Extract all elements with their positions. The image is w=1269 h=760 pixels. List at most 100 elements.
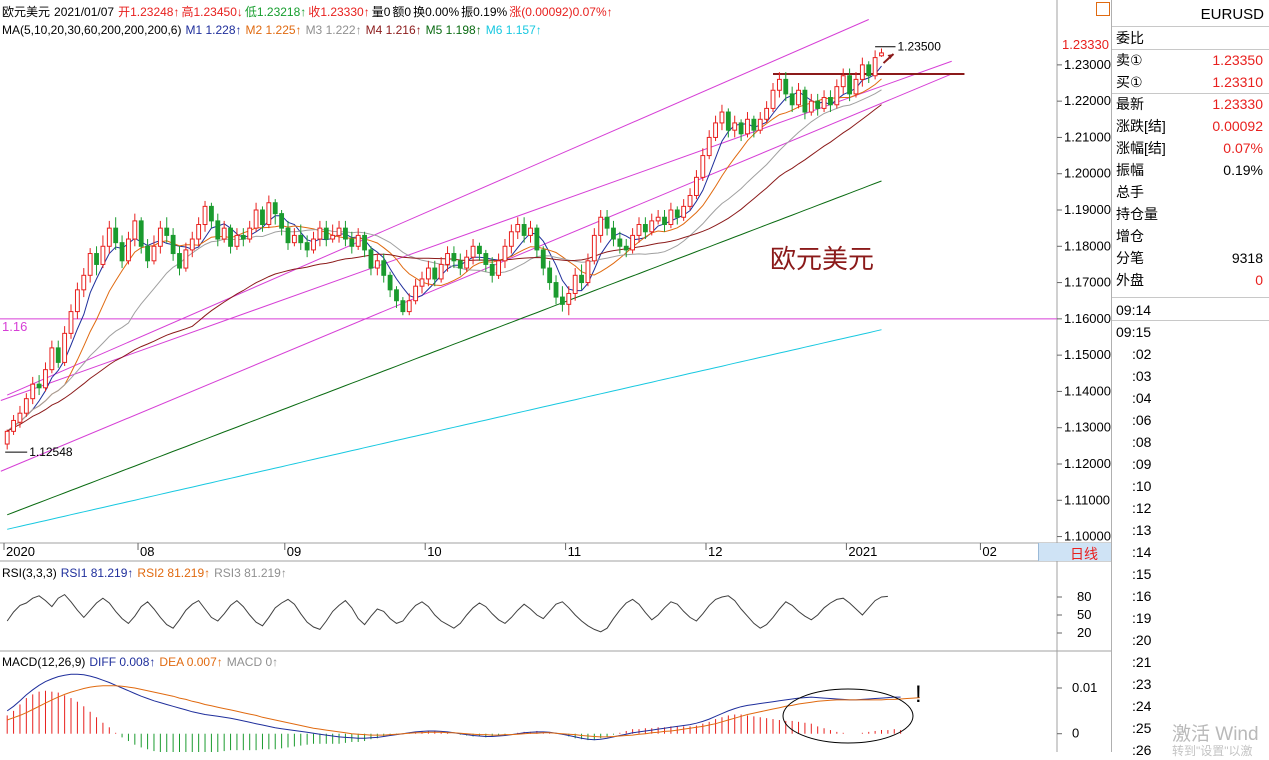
candle-body xyxy=(400,300,406,313)
candle-body xyxy=(349,238,355,247)
candle-body xyxy=(151,245,157,262)
sidebar-toggle-button[interactable] xyxy=(1096,2,1110,16)
tick-time: :08 xyxy=(1132,434,1152,450)
tick-time: :12 xyxy=(1132,500,1152,516)
ma-line-m6 xyxy=(7,329,882,530)
candle-body xyxy=(87,253,93,276)
candle-body xyxy=(279,213,285,229)
quote-item-value: 0 xyxy=(383,5,391,19)
rsi-legend: RSI(3,3,3) RSI1 81.219↑ RSI2 81.219↑ RSI3 8… xyxy=(2,565,295,581)
sidebar-row-label: 总手 xyxy=(1116,184,1144,200)
x-tick-label: 2020 xyxy=(6,544,35,559)
candle-body xyxy=(94,253,99,265)
quote-sidebar: EURUSD 委比 卖① 1.23350 买① 1.23310 最新 1.23330 涨跌[结… xyxy=(1096,0,1269,758)
legend-item: M3 1.222↑ xyxy=(305,23,362,37)
up-arrow-head xyxy=(887,53,894,59)
candle-body xyxy=(776,78,782,91)
candle-body xyxy=(604,216,610,229)
candle-body xyxy=(477,245,482,255)
watermark: 激活 Wind xyxy=(1172,724,1259,745)
candle-body xyxy=(802,89,808,113)
tick-time: :20 xyxy=(1132,632,1152,648)
candle-body xyxy=(828,97,833,106)
candle-body xyxy=(362,234,367,251)
quote-item: 涨(0.00092)0.07%↑ xyxy=(509,5,614,19)
candle-body xyxy=(566,292,572,305)
tick-time: :02 xyxy=(1132,346,1152,362)
macd-dea-line xyxy=(7,685,920,738)
candle-body xyxy=(43,369,48,389)
candle-body xyxy=(662,216,667,226)
candle-body xyxy=(145,245,151,262)
macd-tick-label: 0.01 xyxy=(1072,680,1097,695)
legend-item: DIFF 0.008↑ xyxy=(89,655,156,669)
quote-item-value: 1.23330↑ xyxy=(320,5,370,19)
tick-time: :26 xyxy=(1132,742,1152,758)
symbol-label: EURUSD xyxy=(1200,6,1264,23)
candle-body xyxy=(713,122,718,138)
candle-body xyxy=(636,224,642,236)
candle-body xyxy=(425,267,431,280)
sidebar-row-label: 振幅 xyxy=(1116,162,1144,178)
candle-body xyxy=(464,256,470,269)
sidebar-row-value: 0 xyxy=(1255,272,1263,288)
candle-body xyxy=(381,260,387,276)
x-tick-label: 09 xyxy=(287,544,301,559)
candle-body xyxy=(291,234,297,244)
candle-body xyxy=(170,234,176,255)
sidebar-row-value: 1.23350 xyxy=(1212,52,1263,68)
sidebar-row-label: 涨幅[结] xyxy=(1116,140,1166,156)
y-tick-label: 1.23000 xyxy=(1064,57,1111,72)
tick-time: :16 xyxy=(1132,588,1152,604)
period-button[interactable] xyxy=(1038,543,1111,561)
candle-body xyxy=(419,278,425,287)
candle-body xyxy=(483,253,489,265)
high-label: 1.23500 xyxy=(898,40,942,54)
sidebar-row: 振幅 0.19% xyxy=(1112,159,1269,181)
legend-item: M2 1.225↑ xyxy=(245,23,302,37)
sidebar-row: 卖① 1.23350 xyxy=(1112,49,1269,71)
tick-time: :09 xyxy=(1132,456,1152,472)
quote-item: 低1.23218↑ xyxy=(245,5,308,19)
tick-time: :04 xyxy=(1132,390,1152,406)
candle-body xyxy=(132,220,138,240)
legend-item: RSI1 81.219↑ xyxy=(60,566,134,580)
sidebar-row-label: 外盘 xyxy=(1116,272,1144,288)
candle-body xyxy=(438,263,444,280)
candle-body xyxy=(489,263,495,276)
quote-item-value: 1.23450↓ xyxy=(193,5,243,19)
candle-body xyxy=(330,234,336,240)
legend-item: M5 1.198↑ xyxy=(425,23,482,37)
candle-body xyxy=(272,202,278,215)
sidebar-row-label: 分笔 xyxy=(1116,250,1144,266)
candle-body xyxy=(579,274,584,284)
legend-item: M4 1.216↑ xyxy=(365,23,422,37)
candle-body xyxy=(668,209,674,226)
candle-body xyxy=(74,289,80,313)
sidebar-divider xyxy=(1112,297,1269,298)
candle-body xyxy=(228,227,233,247)
macd-legend-label: MACD(12,26,9) xyxy=(2,655,86,669)
candle-body xyxy=(706,136,712,157)
candle-body xyxy=(157,227,163,247)
sidebar-row: 增仓 xyxy=(1112,225,1269,247)
sidebar-row-label: 买① xyxy=(1116,74,1143,90)
quote-item: 量0 xyxy=(372,5,393,19)
candle-body xyxy=(247,227,253,240)
price-chart[interactable]: 1.16 1.23500 1.12548 欧元美元 1.23330 1.23000 1.… xyxy=(0,0,1111,752)
sidebar-row-label: 涨跌[结] xyxy=(1116,118,1166,134)
candle-body xyxy=(591,234,597,262)
candle-body xyxy=(113,227,119,244)
tick-time: 09:14 xyxy=(1116,302,1152,318)
candle-body xyxy=(196,224,202,240)
candle-body xyxy=(642,224,648,233)
candle-body xyxy=(30,383,36,400)
macd-highlight-ellipse xyxy=(782,688,914,744)
quote-item-label: 振 xyxy=(461,5,474,19)
candle-body xyxy=(457,260,463,269)
candle-body xyxy=(311,238,316,251)
candle-body xyxy=(521,224,527,236)
quote-date: 2021/01/07 xyxy=(54,5,115,19)
candle-body xyxy=(234,234,240,247)
candle-body xyxy=(266,202,272,226)
